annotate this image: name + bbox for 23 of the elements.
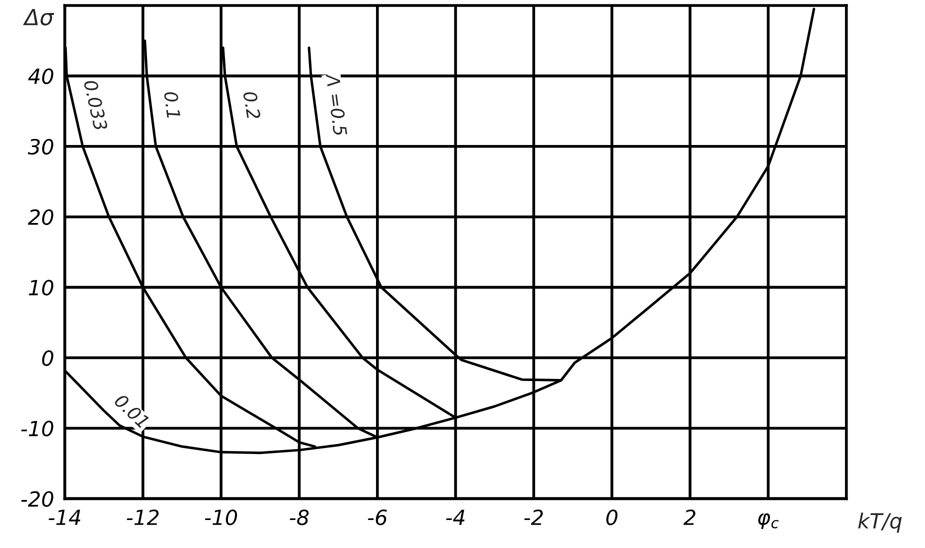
text: 0.1 [164, 91, 181, 118]
y-tick-label: 30 [28, 138, 54, 155]
x-tick-label: -4 [446, 510, 464, 525]
x-tick-label: -10 [205, 509, 238, 526]
text: 0.2 [242, 90, 261, 120]
text: 0.033 [84, 79, 108, 131]
text: Λ =0.5 [326, 72, 348, 136]
y-tick-label: 20 [28, 209, 54, 226]
y-axis-title: Δσ [22, 8, 54, 26]
x-tick-label: 2 [684, 509, 696, 525]
x-tick-label: -8 [290, 509, 309, 526]
x-tick-label: -2 [524, 509, 543, 525]
x-tick-label: -12 [126, 509, 159, 525]
y-tick-label: 0 [42, 350, 54, 366]
x-axis-title: kT/q [858, 512, 902, 533]
x-tick-label: 0 [606, 509, 618, 526]
x-tick-label: -6 [368, 509, 387, 526]
x-tick-label: φ$_{c}$ [758, 513, 779, 530]
y-tick-label: 40 [28, 68, 54, 84]
y-tick-label: -20 [21, 491, 54, 507]
x-tick-label: -14 [48, 510, 80, 525]
y-tick-label: 10 [28, 280, 54, 296]
y-tick-label: -10 [21, 420, 54, 436]
